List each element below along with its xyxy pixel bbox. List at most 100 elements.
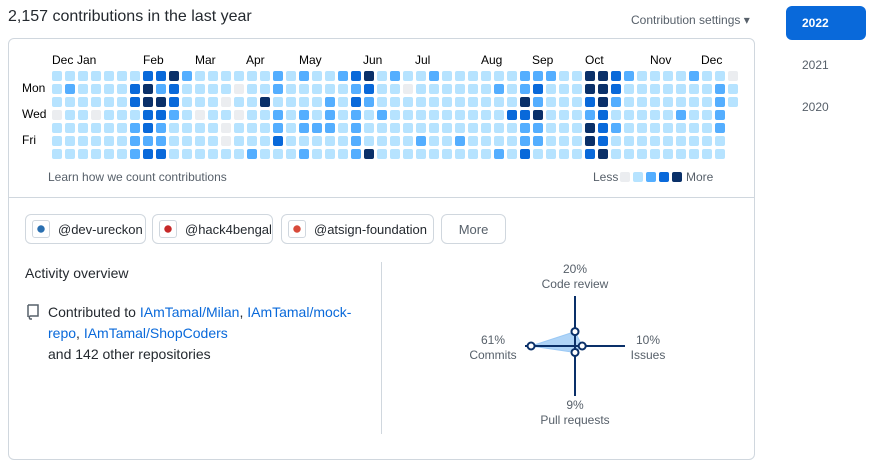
day-cell[interactable] [390, 149, 400, 159]
day-cell[interactable] [221, 123, 231, 133]
day-cell[interactable] [689, 123, 699, 133]
day-cell[interactable] [702, 110, 712, 120]
day-cell[interactable] [481, 149, 491, 159]
day-cell[interactable] [104, 136, 114, 146]
day-cell[interactable] [104, 97, 114, 107]
day-cell[interactable] [312, 110, 322, 120]
day-cell[interactable] [273, 71, 283, 81]
day-cell[interactable] [390, 84, 400, 94]
day-cell[interactable] [78, 136, 88, 146]
day-cell[interactable] [429, 97, 439, 107]
day-cell[interactable] [702, 123, 712, 133]
day-cell[interactable] [195, 149, 205, 159]
day-cell[interactable] [520, 71, 530, 81]
day-cell[interactable] [650, 123, 660, 133]
day-cell[interactable] [403, 84, 413, 94]
day-cell[interactable] [65, 123, 75, 133]
day-cell[interactable] [52, 136, 62, 146]
day-cell[interactable] [65, 136, 75, 146]
day-cell[interactable] [546, 71, 556, 81]
day-cell[interactable] [299, 71, 309, 81]
day-cell[interactable] [130, 149, 140, 159]
day-cell[interactable] [390, 97, 400, 107]
day-cell[interactable] [377, 97, 387, 107]
day-cell[interactable] [247, 123, 257, 133]
day-cell[interactable] [533, 84, 543, 94]
day-cell[interactable] [351, 110, 361, 120]
day-cell[interactable] [299, 123, 309, 133]
day-cell[interactable] [195, 84, 205, 94]
day-cell[interactable] [728, 84, 738, 94]
day-cell[interactable] [585, 149, 595, 159]
day-cell[interactable] [52, 149, 62, 159]
org-button[interactable]: @dev-ureckon [25, 214, 146, 244]
day-cell[interactable] [156, 136, 166, 146]
day-cell[interactable] [468, 136, 478, 146]
day-cell[interactable] [481, 136, 491, 146]
day-cell[interactable] [611, 110, 621, 120]
day-cell[interactable] [468, 97, 478, 107]
day-cell[interactable] [117, 123, 127, 133]
day-cell[interactable] [390, 136, 400, 146]
day-cell[interactable] [442, 97, 452, 107]
more-label[interactable]: More [458, 221, 489, 237]
day-cell[interactable] [65, 84, 75, 94]
day-cell[interactable] [364, 110, 374, 120]
year-button[interactable]: 2022 [786, 6, 866, 40]
day-cell[interactable] [663, 110, 673, 120]
day-cell[interactable] [676, 149, 686, 159]
day-cell[interactable] [637, 110, 647, 120]
day-cell[interactable] [481, 123, 491, 133]
day-cell[interactable] [728, 97, 738, 107]
year-button[interactable]: 2021 [802, 58, 829, 72]
day-cell[interactable] [637, 123, 647, 133]
day-cell[interactable] [494, 71, 504, 81]
day-cell[interactable] [351, 149, 361, 159]
day-cell[interactable] [533, 136, 543, 146]
day-cell[interactable] [663, 84, 673, 94]
day-cell[interactable] [286, 71, 296, 81]
day-cell[interactable] [260, 123, 270, 133]
day-cell[interactable] [429, 71, 439, 81]
day-cell[interactable] [325, 149, 335, 159]
day-cell[interactable] [195, 136, 205, 146]
day-cell[interactable] [468, 149, 478, 159]
day-cell[interactable] [247, 110, 257, 120]
day-cell[interactable] [533, 97, 543, 107]
day-cell[interactable] [377, 149, 387, 159]
day-cell[interactable] [182, 97, 192, 107]
day-cell[interactable] [312, 123, 322, 133]
day-cell[interactable] [247, 136, 257, 146]
day-cell[interactable] [416, 84, 426, 94]
day-cell[interactable] [130, 71, 140, 81]
repo-link[interactable]: IAmTamal/ShopCoders [83, 325, 228, 341]
day-cell[interactable] [455, 123, 465, 133]
day-cell[interactable] [585, 136, 595, 146]
day-cell[interactable] [533, 149, 543, 159]
day-cell[interactable] [572, 149, 582, 159]
day-cell[interactable] [221, 84, 231, 94]
day-cell[interactable] [663, 136, 673, 146]
day-cell[interactable] [338, 71, 348, 81]
day-cell[interactable] [156, 149, 166, 159]
day-cell[interactable] [546, 110, 556, 120]
day-cell[interactable] [286, 84, 296, 94]
day-cell[interactable] [585, 110, 595, 120]
day-cell[interactable] [91, 149, 101, 159]
day-cell[interactable] [715, 149, 725, 159]
day-cell[interactable] [130, 123, 140, 133]
day-cell[interactable] [377, 84, 387, 94]
day-cell[interactable] [442, 84, 452, 94]
day-cell[interactable] [598, 149, 608, 159]
day-cell[interactable] [455, 71, 465, 81]
day-cell[interactable] [364, 84, 374, 94]
day-cell[interactable] [143, 123, 153, 133]
day-cell[interactable] [143, 136, 153, 146]
day-cell[interactable] [403, 149, 413, 159]
day-cell[interactable] [494, 149, 504, 159]
day-cell[interactable] [481, 84, 491, 94]
day-cell[interactable] [338, 123, 348, 133]
day-cell[interactable] [507, 97, 517, 107]
day-cell[interactable] [312, 71, 322, 81]
day-cell[interactable] [312, 84, 322, 94]
